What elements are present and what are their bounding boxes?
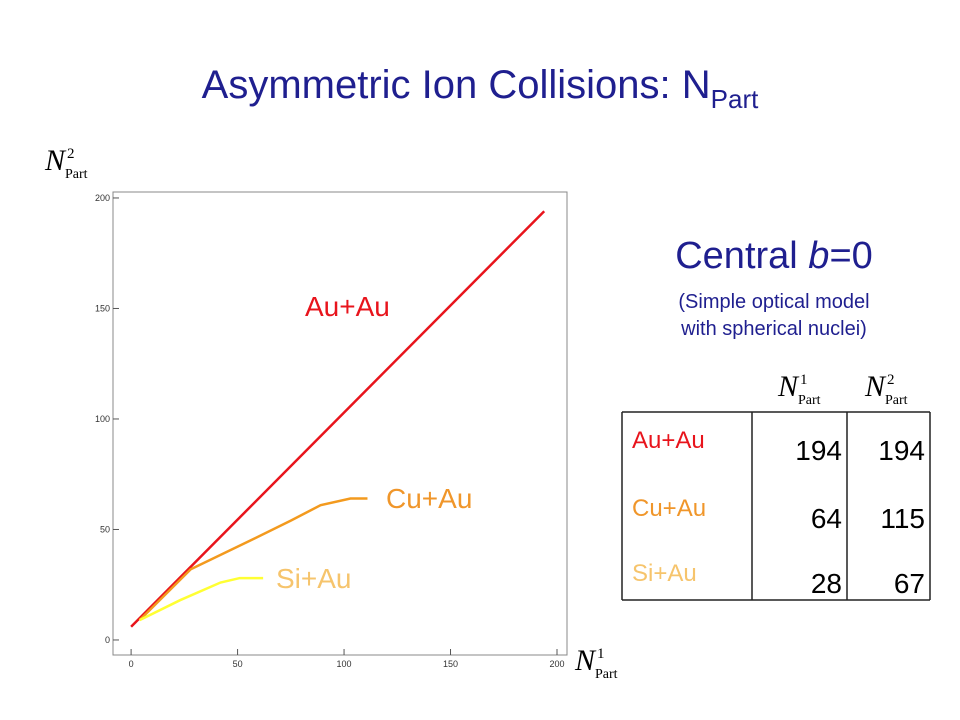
x-tick-label: 50 xyxy=(233,659,243,669)
x-tick-label: 200 xyxy=(549,659,564,669)
series-label: Si+Au xyxy=(276,563,352,594)
x-tick-label: 0 xyxy=(129,659,134,669)
y-tick-label: 200 xyxy=(95,193,110,203)
x-tick-label: 100 xyxy=(337,659,352,669)
table-cell: 194 xyxy=(795,435,842,466)
plot-frame xyxy=(112,191,568,656)
y-tick-label: 50 xyxy=(100,524,110,534)
slide-title: Asymmetric Ion Collisions: NPart xyxy=(202,63,759,114)
row-label: Si+Au xyxy=(632,560,697,587)
column-header-sub: Part xyxy=(798,393,821,408)
y-label-sup: 2 xyxy=(67,146,75,162)
y-label-symbol: N xyxy=(44,144,67,177)
column-header-symbol: N xyxy=(777,370,800,403)
series-line xyxy=(139,576,264,622)
y-label-sub: Part xyxy=(65,167,88,182)
side-heading: Central b=0 xyxy=(675,235,873,277)
y-tick-label: 100 xyxy=(95,414,110,424)
y-tick-label: 150 xyxy=(95,303,110,313)
x-label-sub: Part xyxy=(595,667,618,682)
x-tick-label: 150 xyxy=(443,659,458,669)
column-header-sub: Part xyxy=(885,393,908,408)
heading-post: =0 xyxy=(829,235,872,277)
heading-pre: Central xyxy=(675,235,808,277)
series-label: Au+Au xyxy=(305,291,390,322)
column-header-sup: 2 xyxy=(887,372,895,388)
y-tick-label: 0 xyxy=(105,635,110,645)
series-label: Cu+Au xyxy=(386,483,472,514)
column-header-symbol: N xyxy=(864,370,887,403)
table-cell: 194 xyxy=(878,435,925,466)
title-text: Asymmetric Ion Collisions: N xyxy=(202,63,711,107)
row-label: Cu+Au xyxy=(632,495,706,522)
table-cell: 64 xyxy=(811,503,842,534)
x-label-symbol: N xyxy=(574,644,597,677)
series-line xyxy=(138,497,368,621)
table-cell: 28 xyxy=(811,568,842,599)
heading-italic: b xyxy=(808,235,829,277)
row-label: Au+Au xyxy=(632,427,705,454)
table-cell: 67 xyxy=(894,568,925,599)
table-cell: 115 xyxy=(880,503,925,534)
series-line xyxy=(130,210,546,628)
x-label-sup: 1 xyxy=(597,646,605,662)
side-note: with spherical nuclei) xyxy=(680,318,867,340)
column-header-sup: 1 xyxy=(800,372,808,388)
title-sub: Part xyxy=(711,84,759,114)
side-note: (Simple optical model xyxy=(678,291,869,313)
